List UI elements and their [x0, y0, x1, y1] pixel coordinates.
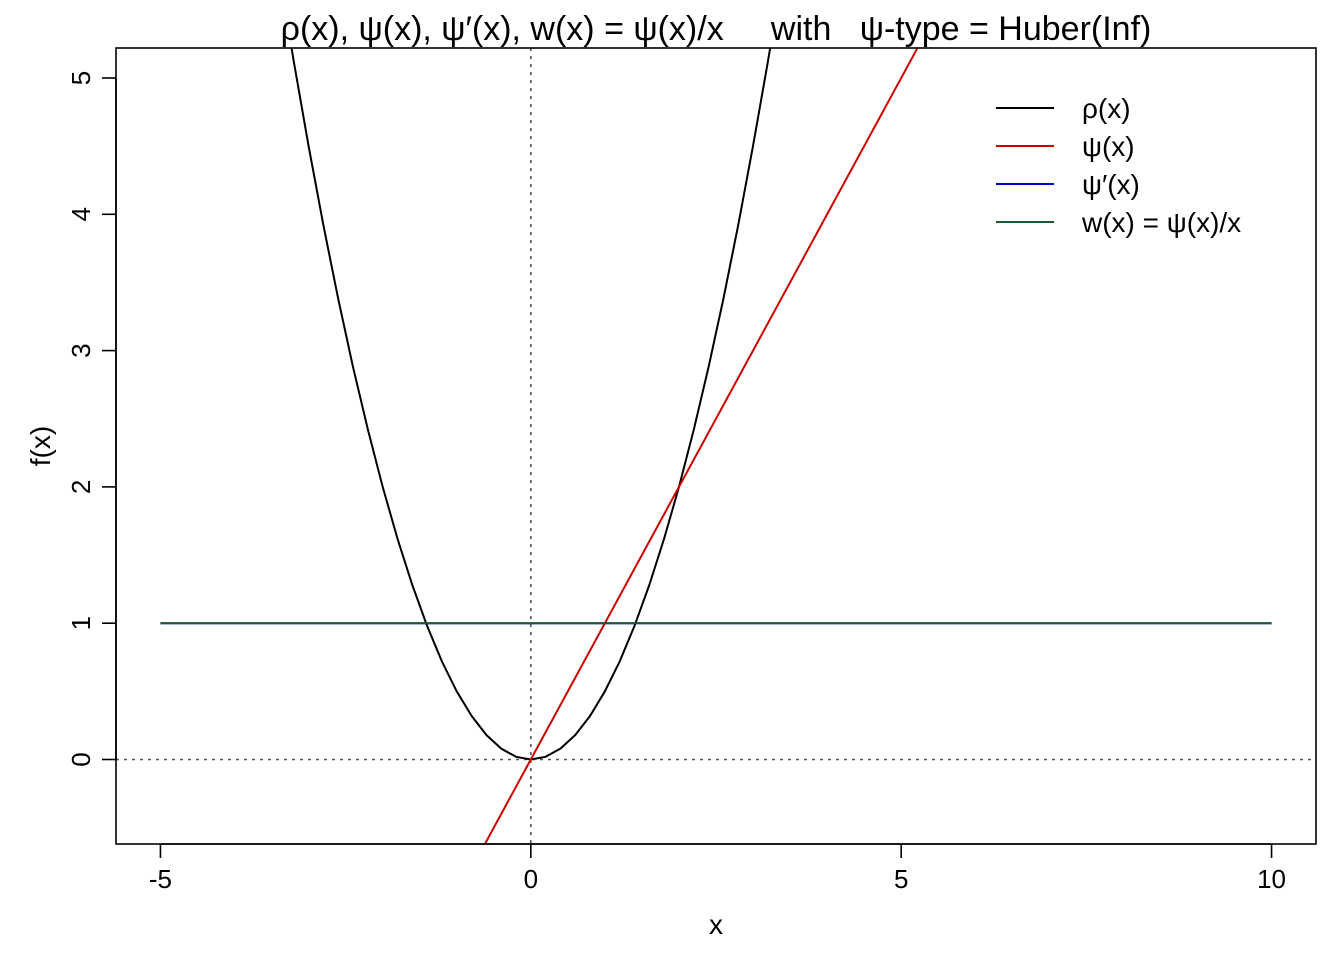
- series-layer: [160, 48, 1272, 844]
- x-tick-label: 5: [894, 864, 908, 894]
- series-line-1: [483, 48, 919, 844]
- y-tick-label: 2: [66, 480, 96, 494]
- y-tick-label: 4: [66, 207, 96, 221]
- plot-frame: [115, 47, 1317, 845]
- legend-label-2: ψ′(x): [1082, 169, 1140, 200]
- x-tick-label: -5: [149, 864, 172, 894]
- x-tick-label: 0: [524, 864, 538, 894]
- legend-label-0: ρ(x): [1082, 93, 1131, 124]
- y-tick-label: 1: [66, 616, 96, 630]
- legend-label-1: ψ(x): [1082, 131, 1135, 162]
- reference-lines: [116, 48, 1316, 844]
- legend: ρ(x) ψ(x) ψ′(x) w(x) = ψ(x)/x: [996, 93, 1241, 238]
- y-tick-label: 5: [66, 71, 96, 85]
- y-tick-label: 3: [66, 343, 96, 357]
- x-axis-title: x: [709, 909, 723, 940]
- x-tick-label: 10: [1257, 864, 1286, 894]
- y-tick-label: 0: [66, 752, 96, 766]
- y-axis: 0 1 2 3 4 5: [66, 71, 117, 767]
- x-axis: -5 0 5 10: [149, 843, 1286, 894]
- y-axis-title: f(x): [25, 426, 56, 466]
- legend-label-3: w(x) = ψ(x)/x: [1081, 207, 1241, 238]
- chart-title: ρ(x), ψ(x), ψ′(x), w(x) = ψ(x)/x with ψ-…: [281, 10, 1152, 48]
